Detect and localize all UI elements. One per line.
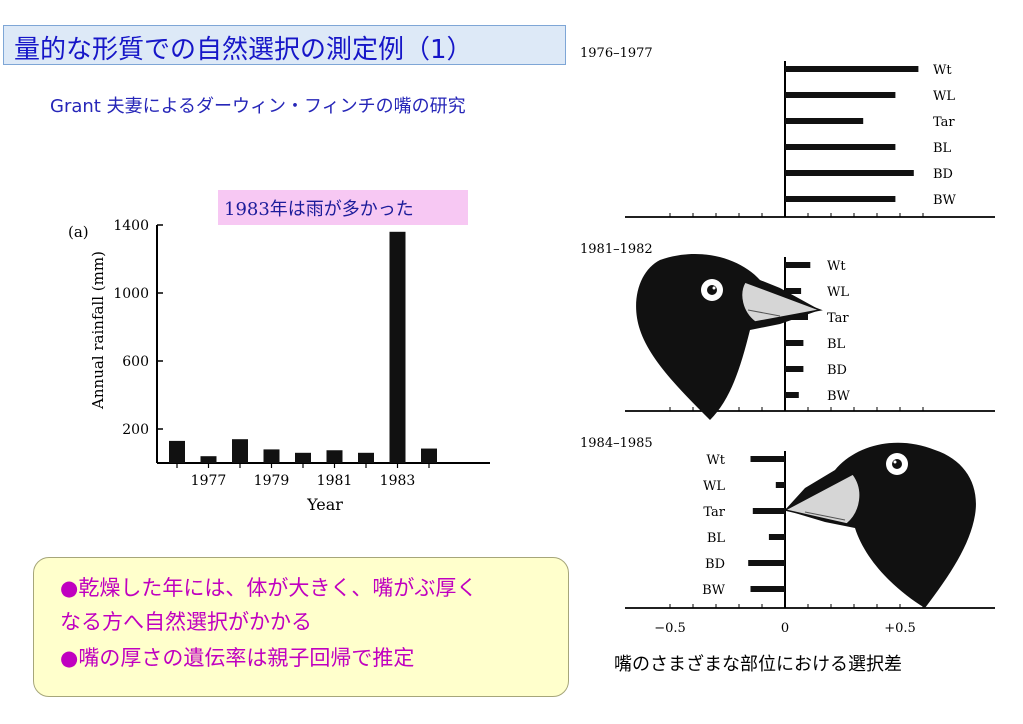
trait-label: WL bbox=[933, 89, 955, 104]
rainfall-bar bbox=[326, 450, 343, 463]
note-line-1: ●乾燥した年には、体が大きく、嘴がぶ厚く bbox=[60, 576, 478, 600]
selection-bar bbox=[752, 508, 785, 514]
selection-bar bbox=[785, 392, 799, 398]
rainfall-bar bbox=[200, 456, 217, 463]
figure-caption: 嘴のさまざまな部位における選択差 bbox=[614, 654, 902, 675]
rainfall-bar bbox=[232, 439, 248, 463]
x-tick-label: 1981 bbox=[317, 473, 353, 489]
selection-bar bbox=[785, 92, 896, 98]
x-tick-label: 0 bbox=[781, 621, 789, 636]
subtitle: Grant 夫妻によるダーウィン・フィンチの嘴の研究 bbox=[50, 96, 466, 117]
trait-label: BD bbox=[827, 363, 847, 378]
selection-bar bbox=[785, 196, 896, 202]
trait-label: BL bbox=[707, 531, 726, 546]
trait-label: BW bbox=[933, 193, 957, 208]
rainfall-bar bbox=[263, 449, 280, 463]
rainfall-bar bbox=[169, 440, 185, 463]
selection-bar bbox=[768, 534, 785, 540]
trait-label: BD bbox=[705, 557, 725, 572]
rainfall-callout: 1983年は雨が多かった bbox=[218, 190, 468, 225]
trait-label: Wt bbox=[933, 63, 952, 78]
rainfall-bar bbox=[358, 452, 374, 463]
rainfall-bar bbox=[295, 452, 311, 463]
x-tick-label: 1983 bbox=[380, 473, 416, 489]
trait-label: BD bbox=[933, 167, 953, 182]
selection-differential-chart: 1976–1977 Wt WL Tar BL BD BW 1981–1982 Wt WL Tar BL… bbox=[580, 46, 995, 636]
rainfall-axes bbox=[156, 225, 490, 464]
trait-label: BW bbox=[702, 583, 726, 598]
trait-label: WL bbox=[827, 285, 849, 300]
x-tick-label: +0.5 bbox=[884, 621, 916, 636]
x-tick-label: 1977 bbox=[191, 473, 227, 489]
trait-label: Wt bbox=[827, 259, 846, 274]
y-tick-label: 200 bbox=[122, 422, 149, 438]
selection-bar bbox=[785, 66, 919, 72]
rainfall-bar bbox=[389, 231, 406, 463]
x-tick-label: 1979 bbox=[254, 473, 290, 489]
selection-bar bbox=[750, 586, 785, 592]
trait-label: BL bbox=[827, 337, 846, 352]
summary-note: ●乾燥した年には、体が大きく、嘴がぶ厚く なる方へ自然選択がかかる ●嘴の厚さの… bbox=[33, 557, 569, 697]
selection-content: 1976–1977 Wt WL Tar BL BD BW 1981–1982 Wt WL Tar BL… bbox=[580, 46, 995, 636]
selection-bar bbox=[785, 288, 802, 294]
note-line-3: ●嘴の厚さの遺伝率は親子回帰で推定 bbox=[60, 646, 415, 670]
finch-head-icon bbox=[782, 442, 976, 608]
selection-bar bbox=[785, 118, 864, 124]
panel-label: (a) bbox=[68, 223, 89, 241]
selection-bar bbox=[775, 482, 785, 488]
selection-bar bbox=[785, 144, 896, 150]
trait-label: Wt bbox=[706, 453, 725, 468]
trait-label: WL bbox=[703, 479, 725, 494]
rainfall-chart: (a) Annual rainfall (mm) Year 200 600 1000… bbox=[68, 218, 490, 514]
page-title: 量的な形質での自然選択の測定例（1） bbox=[14, 35, 473, 65]
y-axis-label: Annual rainfall (mm) bbox=[89, 251, 107, 410]
rainfall-bar bbox=[421, 448, 437, 463]
selection-bar bbox=[750, 456, 785, 462]
selection-bar bbox=[785, 262, 811, 268]
trait-label: Tar bbox=[703, 505, 725, 520]
period-label: 1984–1985 bbox=[580, 436, 653, 451]
y-tick-label: 1400 bbox=[113, 218, 149, 234]
x-axis-label: Year bbox=[306, 495, 343, 514]
callout-text: 1983年は雨が多かった bbox=[224, 199, 414, 220]
rainfall-bars bbox=[169, 231, 437, 463]
selection-bar bbox=[748, 560, 785, 566]
finch-head-icon bbox=[636, 253, 823, 420]
trait-label: Tar bbox=[933, 115, 955, 130]
trait-label: BL bbox=[933, 141, 952, 156]
note-line-2: なる方へ自然選択がかかる bbox=[60, 610, 312, 634]
selection-bar bbox=[785, 366, 804, 372]
y-tick-label: 600 bbox=[122, 354, 149, 370]
trait-label: Tar bbox=[827, 311, 849, 326]
period-label: 1981–1982 bbox=[580, 242, 653, 257]
trait-label: BW bbox=[827, 389, 851, 404]
period-label: 1976–1977 bbox=[580, 46, 653, 61]
rainfall-ticks: 200 600 1000 1400 1977 1979 1981 1983 bbox=[113, 218, 430, 489]
title-banner: 量的な形質での自然選択の測定例（1） bbox=[3, 25, 566, 65]
selection-bar bbox=[785, 340, 804, 346]
selection-bar bbox=[785, 170, 914, 176]
y-tick-label: 1000 bbox=[113, 286, 149, 302]
x-tick-label: −0.5 bbox=[654, 621, 686, 636]
